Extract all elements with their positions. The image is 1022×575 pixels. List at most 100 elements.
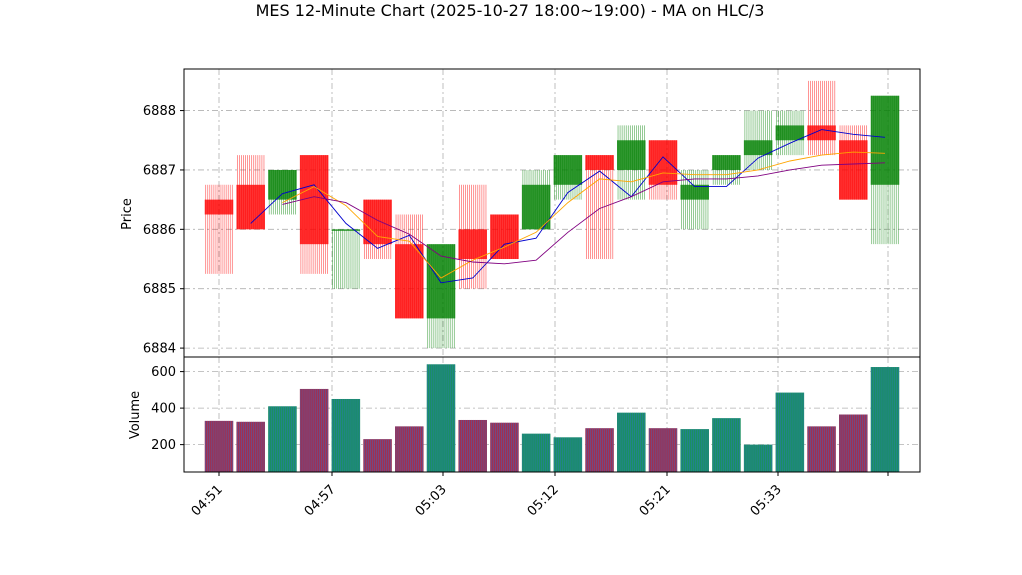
candle-body <box>331 229 361 231</box>
price-y-tick-label: 6887 <box>143 163 176 178</box>
x-tick-label: 05:33 <box>748 482 785 519</box>
x-tick-label: 04:57 <box>302 482 339 519</box>
candle-body <box>585 155 614 170</box>
candle-body <box>204 199 234 215</box>
volume-bar <box>553 437 583 472</box>
volume-bar <box>775 392 805 472</box>
ma-mid-line <box>282 151 886 279</box>
x-tick-label: 05:21 <box>637 482 674 519</box>
price-y-tick-label: 6884 <box>143 342 176 357</box>
x-tick-label: 04:51 <box>189 482 226 519</box>
volume-bar <box>839 414 868 472</box>
volume-bar-fill <box>490 422 519 472</box>
volume-bar <box>807 426 836 472</box>
x-tick-label: 05:12 <box>525 482 562 519</box>
volume-bar-fill <box>521 433 551 472</box>
volume-bar <box>426 364 456 472</box>
candle <box>395 214 424 319</box>
volume-bar <box>680 429 709 472</box>
candle <box>204 184 234 274</box>
volume-bar <box>236 421 265 472</box>
volume-bar <box>521 433 551 472</box>
candle-body <box>775 125 805 141</box>
volume-bar <box>363 439 392 472</box>
candle-body <box>236 184 265 230</box>
volume-bar-fill <box>363 439 392 472</box>
candle-body <box>617 140 646 170</box>
volume-bar <box>331 398 361 472</box>
volume-panel: 200 400 600 Volume <box>128 356 921 473</box>
volume-bar-fill <box>585 428 614 472</box>
volume-y-tick-label: 400 <box>151 402 176 417</box>
ma-slow-line <box>282 162 886 265</box>
candle-body <box>395 244 424 319</box>
price-axis-label: Price <box>120 198 135 230</box>
x-axis-ticks: 04:51 04:57 05:03 05:12 05:21 05:33 <box>189 472 889 519</box>
candle <box>458 184 487 289</box>
volume-bar-fill <box>839 414 868 472</box>
volume-bar-fill <box>680 429 709 472</box>
volume-bar <box>204 420 234 472</box>
volume-bar-fill <box>426 364 456 472</box>
volume-bar-fill <box>712 418 741 472</box>
candle <box>299 155 329 274</box>
volume-bar-fill <box>553 437 583 472</box>
volume-bar <box>648 428 678 472</box>
candle-body <box>870 95 900 185</box>
candle <box>648 140 678 200</box>
volume-bar-fill <box>236 421 265 472</box>
candle <box>775 110 805 156</box>
volume-bar <box>458 419 487 472</box>
volume-bar-fill <box>458 419 487 472</box>
candle-body <box>680 184 709 200</box>
price-panel-background <box>184 69 920 357</box>
volume-bar-fill <box>617 412 646 472</box>
price-y-tick-label: 6885 <box>143 282 176 297</box>
volume-bars <box>204 364 900 472</box>
volume-bar-fill <box>395 426 424 472</box>
volume-axis-label: Volume <box>128 391 143 439</box>
volume-y-ticks: 200 400 600 <box>151 365 184 453</box>
candle <box>553 155 583 200</box>
volume-y-tick-label: 600 <box>151 365 176 380</box>
moving-average-lines <box>250 129 886 284</box>
volume-bar-fill <box>870 367 900 472</box>
volume-bar <box>743 444 773 472</box>
volume-y-tick-label: 200 <box>151 438 176 453</box>
volume-bar <box>585 428 614 472</box>
volume-bar-fill <box>743 444 773 472</box>
chart-title: MES 12-Minute Chart (2025-10-27 18:00~19… <box>256 1 765 20</box>
volume-bar-fill <box>331 398 361 472</box>
candle-body <box>490 214 519 260</box>
volume-bar <box>712 418 741 472</box>
volume-bar-fill <box>204 420 234 472</box>
candle-body <box>299 155 329 245</box>
candle-body <box>363 199 392 245</box>
candle <box>236 155 265 230</box>
candle <box>807 80 836 156</box>
candle <box>617 125 646 200</box>
candle <box>585 155 614 260</box>
candle <box>331 229 361 289</box>
price-y-tick-label: 6886 <box>143 223 176 238</box>
candle-body <box>553 155 583 185</box>
volume-bar <box>870 367 900 472</box>
candle <box>743 110 773 170</box>
candle-body <box>807 125 836 141</box>
candle <box>839 125 868 200</box>
candle-body <box>268 169 297 200</box>
volume-bar-fill <box>807 426 836 472</box>
volume-bar-fill <box>268 406 297 472</box>
candle <box>490 214 519 260</box>
volume-bar-fill <box>648 428 678 472</box>
volume-panel-frame <box>183 356 921 473</box>
candle <box>521 169 551 230</box>
candle-body <box>839 140 868 200</box>
price-y-tick-label: 6888 <box>143 104 176 119</box>
candle-body <box>458 229 487 260</box>
volume-bar-fill <box>299 388 329 472</box>
candle <box>712 155 741 185</box>
candle <box>268 169 297 215</box>
candle-body <box>743 140 773 156</box>
